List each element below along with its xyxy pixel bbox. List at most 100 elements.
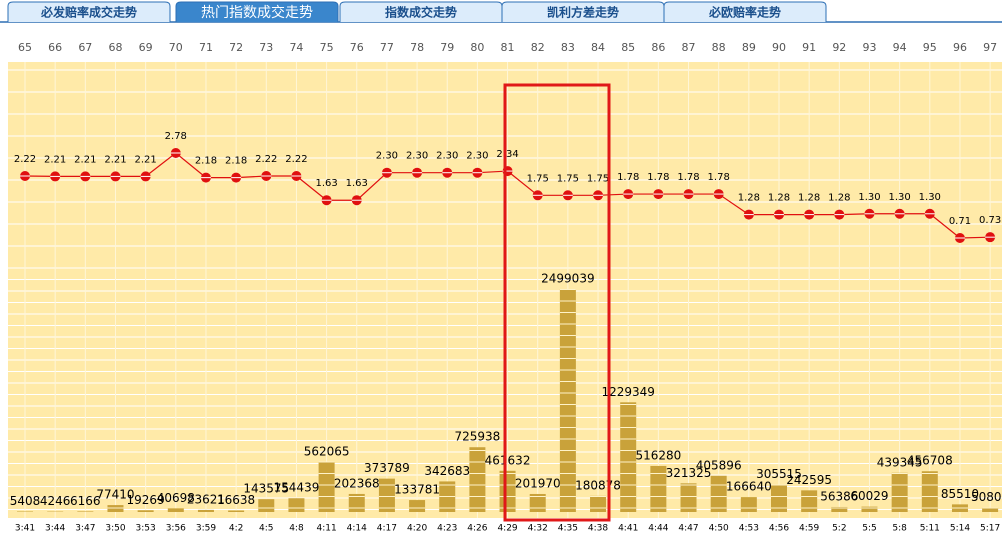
column-number: 92 xyxy=(832,41,846,54)
time-label: 4:14 xyxy=(347,524,367,534)
time-label: 4:23 xyxy=(437,524,457,534)
tab-label[interactable]: 必欧赔率走势 xyxy=(708,5,781,20)
time-label: 4:44 xyxy=(648,524,668,534)
odds-label: 1.28 xyxy=(798,193,820,204)
time-label: 4:53 xyxy=(739,524,759,534)
bar xyxy=(500,471,516,512)
column-number: 94 xyxy=(893,41,907,54)
odds-label: 2.18 xyxy=(195,156,217,167)
odds-label: 0.71 xyxy=(949,216,971,227)
column-number: 93 xyxy=(862,41,876,54)
bar-value-label: 133781 xyxy=(394,483,440,497)
bar-value-label: 562065 xyxy=(304,444,350,458)
bar-value-label: 516280 xyxy=(635,448,681,462)
bar xyxy=(801,490,817,512)
time-label: 4:35 xyxy=(558,524,578,534)
odds-label: 1.28 xyxy=(828,193,850,204)
bar-value-label: 725938 xyxy=(454,430,500,444)
column-number: 67 xyxy=(78,41,92,54)
column-number: 91 xyxy=(802,41,816,54)
bar xyxy=(741,497,757,512)
odds-label: 1.63 xyxy=(315,178,337,189)
odds-label: 1.30 xyxy=(919,192,941,203)
bar-value-label: 50809 xyxy=(971,490,1002,504)
bar xyxy=(168,508,184,512)
bar xyxy=(469,447,485,512)
bar xyxy=(922,471,938,512)
column-number: 97 xyxy=(983,41,997,54)
column-number: 70 xyxy=(169,41,183,54)
tab-label[interactable]: 凯利方差走势 xyxy=(547,5,619,20)
odds-label: 1.75 xyxy=(527,173,549,184)
column-number: 76 xyxy=(350,41,364,54)
odds-label: 2.22 xyxy=(14,154,36,165)
odds-label: 2.21 xyxy=(44,154,66,165)
bar-value-label: 461632 xyxy=(485,453,531,467)
time-label: 3:56 xyxy=(166,524,186,534)
tab-label[interactable]: 必发赔率成交走势 xyxy=(40,5,137,20)
time-label: 3:41 xyxy=(15,524,35,534)
odds-label: 1.30 xyxy=(889,192,911,203)
time-label: 3:53 xyxy=(136,524,156,534)
column-number: 71 xyxy=(199,41,213,54)
bar-value-label: 202368 xyxy=(334,476,380,490)
bar xyxy=(711,476,727,512)
odds-label: 2.18 xyxy=(225,156,247,167)
bar-value-label: 405896 xyxy=(696,458,742,472)
time-label: 4:38 xyxy=(588,524,608,534)
time-label: 4:29 xyxy=(497,524,517,534)
column-number: 65 xyxy=(18,41,32,54)
bar-value-label: 4246 xyxy=(40,494,71,508)
odds-label: 2.22 xyxy=(255,154,277,165)
column-number: 73 xyxy=(259,41,273,54)
odds-label: 2.22 xyxy=(285,154,307,165)
time-label: 4:47 xyxy=(678,524,698,534)
column-number: 83 xyxy=(561,41,575,54)
time-label: 4:11 xyxy=(316,524,336,534)
time-label: 4:59 xyxy=(799,524,819,534)
tab-label[interactable]: 指数成交走势 xyxy=(385,5,457,20)
column-number: 79 xyxy=(440,41,454,54)
column-number: 95 xyxy=(923,41,937,54)
column-number: 74 xyxy=(289,41,303,54)
bar xyxy=(107,505,123,512)
odds-label: 1.75 xyxy=(557,173,579,184)
time-label: 5:5 xyxy=(862,524,876,534)
odds-label: 2.30 xyxy=(406,151,428,162)
odds-label: 1.75 xyxy=(587,173,609,184)
time-label: 4:32 xyxy=(528,524,548,534)
time-label: 5:11 xyxy=(920,524,940,534)
column-number: 82 xyxy=(531,41,545,54)
time-label: 4:2 xyxy=(229,524,243,534)
bar xyxy=(409,500,425,512)
bar xyxy=(258,499,274,512)
odds-label: 2.30 xyxy=(376,151,398,162)
time-label: 3:59 xyxy=(196,524,216,534)
odds-label: 1.78 xyxy=(708,172,730,183)
time-label: 5:2 xyxy=(832,524,846,534)
time-label: 4:26 xyxy=(467,524,487,534)
bar xyxy=(379,479,395,512)
tab-label[interactable]: 热门指数成交走势 xyxy=(201,4,313,21)
time-label: 4:8 xyxy=(289,524,304,534)
bar xyxy=(650,466,666,512)
bar xyxy=(228,511,244,512)
bar xyxy=(892,473,908,512)
column-number: 66 xyxy=(48,41,62,54)
time-label: 4:20 xyxy=(407,524,427,534)
column-number: 68 xyxy=(108,41,122,54)
column-number: 89 xyxy=(742,41,756,54)
bar-value-label: 154439 xyxy=(274,481,320,495)
bar-value-label: 242595 xyxy=(786,473,832,487)
bar xyxy=(620,402,636,512)
time-label: 5:14 xyxy=(950,524,970,534)
bar-value-label: 201970 xyxy=(515,476,561,490)
odds-label: 1.28 xyxy=(738,193,760,204)
bar-value-label: 342683 xyxy=(424,464,470,478)
time-label: 4:41 xyxy=(618,524,638,534)
column-number: 77 xyxy=(380,41,394,54)
bar xyxy=(319,462,335,512)
time-label: 3:44 xyxy=(45,524,65,534)
